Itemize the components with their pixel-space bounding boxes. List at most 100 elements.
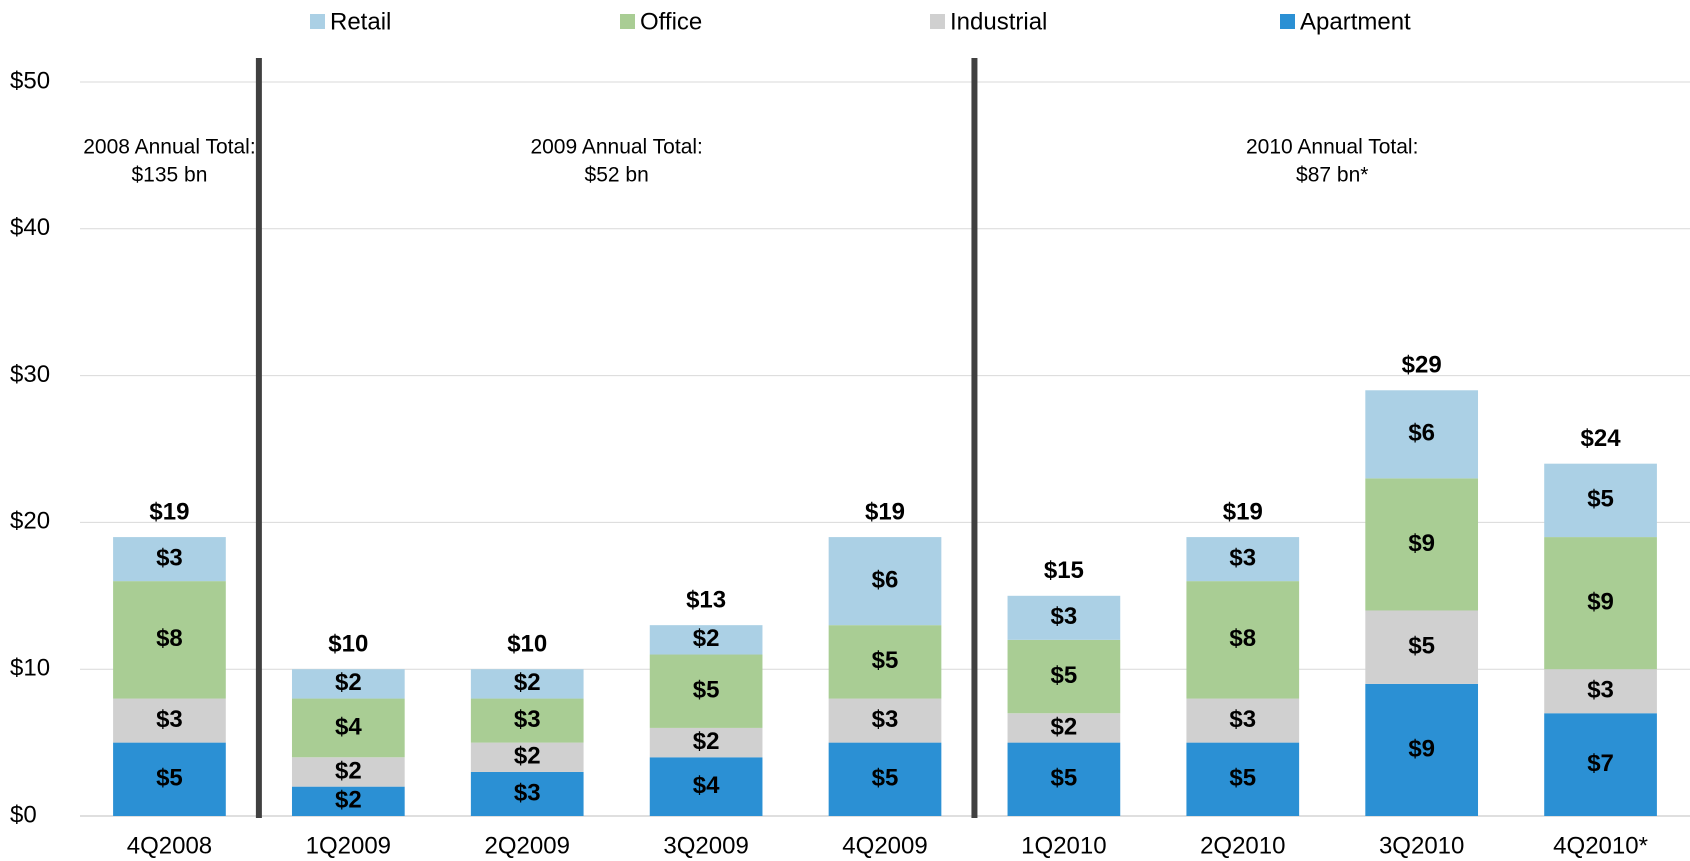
bar-segment [1365,390,1479,479]
x-tick-label: 3Q2010 [1379,832,1464,859]
bar-segment [649,757,763,816]
data-label: $2 [335,669,362,696]
bar-segment [1007,639,1121,714]
total-label: $29 [1402,352,1442,379]
annotation: 2008 Annual Total: [83,136,255,159]
bar-segment [1365,478,1479,611]
data-label: $2 [693,625,720,652]
data-label: $5 [1051,662,1078,689]
data-label: $3 [1229,544,1256,571]
legend-swatch [310,14,325,29]
bar-segment [649,625,763,655]
data-label: $5 [872,765,899,792]
legend-swatch [620,14,635,29]
legend-label: Industrial [950,8,1047,35]
bar-segment [470,698,584,743]
data-label: $5 [693,677,720,704]
bar-segment [113,537,226,582]
x-tick-label: 4Q2010* [1553,832,1648,859]
data-label: $3 [1587,677,1614,704]
data-label: $9 [1408,530,1435,557]
data-label: $2 [514,669,541,696]
bar-segment [1365,610,1479,684]
legend-label: Office [640,8,702,35]
data-label: $5 [1051,765,1078,792]
data-label: $2 [1051,713,1078,740]
y-tick-label: $0 [10,801,37,828]
legend-label: Retail [330,8,391,35]
data-label: $2 [335,757,362,784]
x-tick-label: 3Q2009 [663,832,748,859]
bar-segment [113,698,226,743]
bar-segment [828,742,942,816]
bar-segment [291,786,405,816]
x-tick-label: 4Q2009 [842,832,927,859]
data-label: $3 [514,706,541,733]
data-label: $9 [1587,588,1614,615]
bar-segment [1186,537,1300,582]
bar-segment [1365,683,1479,816]
data-label: $3 [514,779,541,806]
annotation: 2009 Annual Total: [530,136,702,159]
data-label: $3 [872,706,899,733]
data-label: $5 [1229,765,1256,792]
data-label: $3 [1229,706,1256,733]
bar-segment [828,625,942,699]
x-tick-label: 1Q2009 [306,832,391,859]
data-label: $2 [693,728,720,755]
bar-segment [291,698,405,758]
bar-segment [828,698,942,743]
data-label: $5 [1587,486,1614,513]
bar-segment [470,742,584,772]
annotation: $52 bn [585,164,649,187]
bar-segment [1007,595,1121,640]
data-label: $4 [335,713,362,740]
x-tick-label: 2Q2009 [485,832,570,859]
total-label: $19 [1223,498,1263,525]
total-label: $10 [507,631,547,658]
total-label: $15 [1044,557,1084,584]
bar-segment [828,537,942,626]
data-label: $8 [156,625,183,652]
annotation: $87 bn* [1296,164,1368,187]
annotation: $135 bn [131,164,207,187]
data-label: $8 [1229,625,1256,652]
y-tick-label: $10 [10,655,50,682]
data-label: $6 [872,566,899,593]
bar-segment [1544,669,1657,714]
bar-segment [470,669,584,699]
data-label: $3 [156,544,183,571]
x-tick-label: 1Q2010 [1021,832,1106,859]
data-label: $6 [1408,420,1435,447]
y-tick-label: $50 [10,67,50,94]
data-label: $5 [1408,633,1435,660]
bar-segment [1186,581,1300,699]
bar-segment [113,581,226,699]
total-label: $10 [328,631,368,658]
bar-segment [113,742,226,816]
y-tick-label: $30 [10,361,50,388]
bar-segment [649,727,763,758]
bar-segment [291,669,405,699]
data-label: $3 [156,706,183,733]
legend-swatch [930,14,945,29]
total-label: $19 [865,498,905,525]
bar-segment [291,757,405,787]
bar-segment [1186,698,1300,743]
bar-segment [1186,742,1300,816]
annotation: 2010 Annual Total: [1246,136,1418,159]
bar-segment [1007,713,1121,743]
bar-segment [470,771,584,816]
bar-segment [1544,537,1657,670]
bar-segment [1544,463,1657,538]
total-label: $24 [1581,425,1622,452]
data-label: $2 [335,787,362,814]
legend-swatch [1280,14,1295,29]
legend-label: Apartment [1300,8,1411,35]
data-label: $4 [693,772,720,799]
y-tick-label: $40 [10,214,50,241]
total-label: $13 [686,587,726,614]
data-label: $3 [1051,603,1078,630]
data-label: $5 [872,647,899,674]
